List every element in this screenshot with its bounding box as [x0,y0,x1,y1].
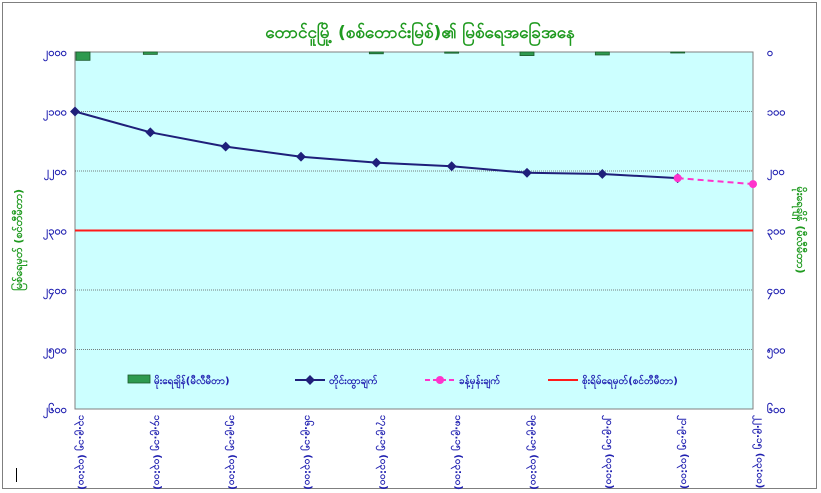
right-tick-label: ၆၀၀ [767,403,786,416]
x-tick-label: ၁၅.၉.၁၅ (၀၃:၀၀) [224,415,238,490]
rainfall-bar [670,51,686,54]
rainfall-bar [594,51,610,56]
legend-swatch-rainfall [127,374,151,384]
x-axis-ticks: ၁၃.၉.၁၅ (၀၃:၀၀) ၁၄.၉.၁၅ (၀၃:၀၀) ၁၅.၉.၁၅ (၀… [73,415,765,490]
x-tick-label: ၁၃.၉.၁၅ (၀၃:၀၀) [73,415,87,490]
x-tick-label: ၁၉.၉.၁၅ (၀၃:၀၀) [525,415,539,490]
x-tick-label: ၁၄.၉.၁၅ (၀၃:၀၀) [148,415,162,490]
observed-point [70,106,80,117]
left-tick-label: ၂၄၀၀ [43,284,67,300]
legend-marker-observed [305,375,315,385]
legend-label: မိုးရေချိန်(မီလီမီတာ) [154,374,230,390]
x-tick-label: ၁၆.၉.၁၅ (၀၃:၀၀) [299,415,315,490]
forecast-line [677,177,754,186]
x-tick-label: ၁၇.၉.၁၅ (၀၃:၀၀) [374,415,388,490]
left-tick-label: ၂၂၀၀ [44,165,67,181]
left-tick-label: ၂၁၀၀ [43,106,67,122]
right-axis-title: မိုးရေချိန် (မီလီမီတာ) [791,187,808,274]
observed-point [145,127,156,138]
forecast-point [749,180,757,189]
text-cursor [16,468,17,482]
plot-area [70,51,757,410]
right-tick-label: ၄၀၀ [767,284,786,300]
left-tick-label: ၂၀၀၀ [43,46,67,62]
rainfall-bar [142,51,158,55]
left-tick-label: ၂၅၀၀ [43,344,67,360]
rainfall-bar [519,51,535,56]
legend: မိုးရေချိန်(မီလီမီတာ) တိုင်းထွာချက် ခန့်မှ… [127,374,678,390]
right-tick-label: ၁၀၀ [767,106,786,119]
observed-point [522,167,532,178]
right-tick-label: ၃၀၀ [767,225,786,241]
observed-point [597,169,608,179]
forecast-point [673,174,682,183]
observed-point [371,157,382,168]
observed-point [296,151,306,162]
legend-label: ခန့်မှန်းချက် [459,374,500,390]
rainfall-bar [75,51,91,61]
observed-point [220,141,231,152]
observed-point [446,161,457,172]
x-tick-label: ၂၀.၉.၁၅ (၀၃:၀၀) [600,415,614,489]
right-tick-label: ၅၀၀ [767,344,786,360]
legend-marker-forecast [436,376,444,384]
right-tick-label: ၀ [767,46,773,59]
x-tick-label: ၂၁.၉.၁၅ (၀၃:၀၀) [676,415,690,489]
legend-label: တိုင်းထွာချက် [329,374,378,390]
left-tick-label: ၂၆၀၀ [43,403,67,419]
rainfall-bar [368,51,384,55]
x-tick-label: ၂၂.၉.၁၅ (၀၃:၀၀) [751,415,765,488]
left-axis-title: မြစ်ရေမှတ် (စင်တီမီတာ) [10,189,28,291]
right-tick-label: ၂၀၀ [767,165,785,181]
x-tick-label: ၁၈.၉.၁၅ (၀၃:၀၀) [450,415,464,490]
chart-title: တောင်ငူမြို့ (စစ်တောင်းမြစ်)၏ မြစ်ရေအခြေ… [265,20,575,47]
rainfall-bar [444,51,460,54]
legend-label: စိုးရိမ်ရေမှတ်(စင်တီမီတာ) [582,374,678,390]
left-tick-label: ၂၃၀၀ [43,225,67,241]
